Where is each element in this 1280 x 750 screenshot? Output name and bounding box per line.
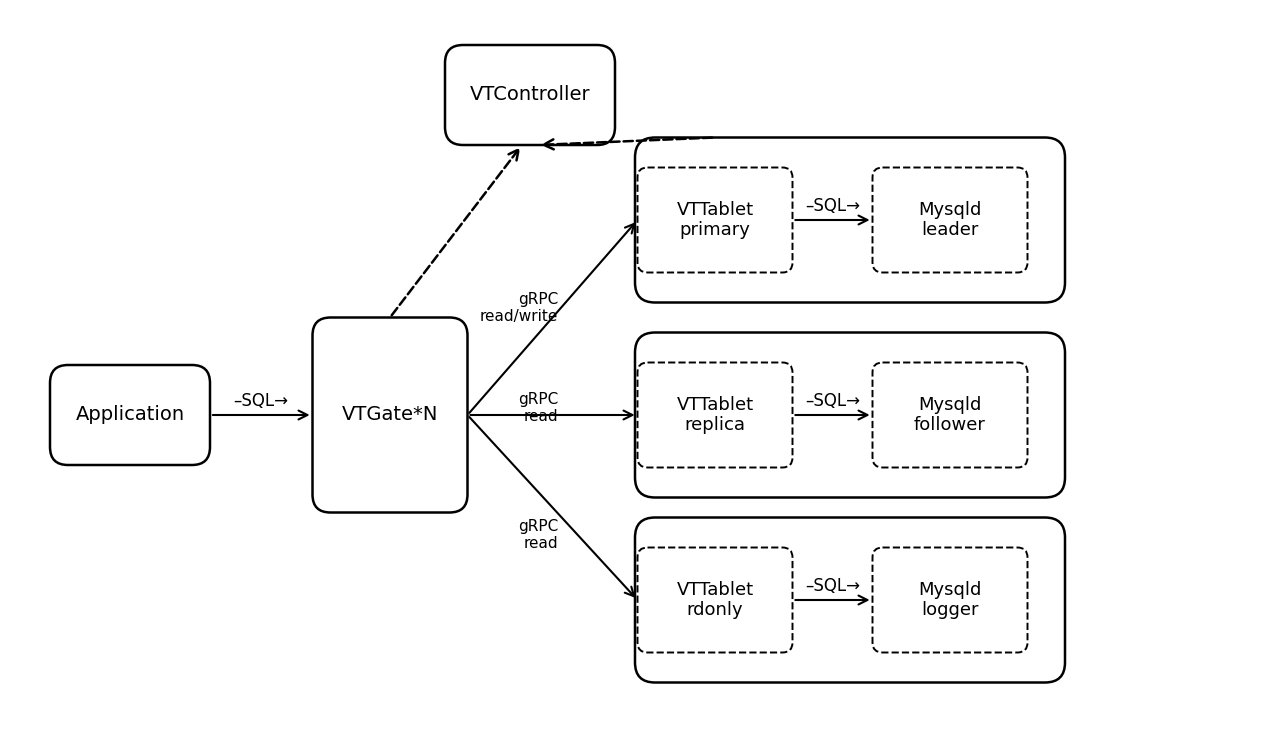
Text: –SQL→: –SQL→	[805, 577, 860, 595]
Text: –SQL→: –SQL→	[234, 392, 289, 410]
Text: VTTablet
rdonly: VTTablet rdonly	[676, 580, 754, 620]
FancyBboxPatch shape	[445, 45, 614, 145]
Text: –SQL→: –SQL→	[805, 392, 860, 410]
FancyBboxPatch shape	[637, 362, 792, 467]
Text: VTController: VTController	[470, 86, 590, 104]
FancyBboxPatch shape	[635, 332, 1065, 497]
Text: gRPC
read/write: gRPC read/write	[480, 292, 558, 324]
FancyBboxPatch shape	[873, 548, 1028, 652]
Text: Application: Application	[76, 406, 184, 424]
FancyBboxPatch shape	[312, 317, 467, 512]
FancyBboxPatch shape	[637, 167, 792, 272]
FancyBboxPatch shape	[873, 362, 1028, 467]
Text: VTTablet
primary: VTTablet primary	[676, 200, 754, 239]
Text: VTTablet
replica: VTTablet replica	[676, 395, 754, 434]
Text: gRPC
read: gRPC read	[517, 392, 558, 424]
Text: gRPC
read: gRPC read	[517, 519, 558, 551]
Text: VTGate*N: VTGate*N	[342, 406, 438, 424]
FancyBboxPatch shape	[873, 167, 1028, 272]
Text: Mysqld
leader: Mysqld leader	[918, 200, 982, 239]
Text: –SQL→: –SQL→	[805, 197, 860, 215]
FancyBboxPatch shape	[637, 548, 792, 652]
FancyBboxPatch shape	[635, 518, 1065, 682]
FancyBboxPatch shape	[635, 137, 1065, 302]
Text: Mysqld
logger: Mysqld logger	[918, 580, 982, 620]
FancyBboxPatch shape	[50, 365, 210, 465]
Text: Mysqld
follower: Mysqld follower	[914, 395, 986, 434]
